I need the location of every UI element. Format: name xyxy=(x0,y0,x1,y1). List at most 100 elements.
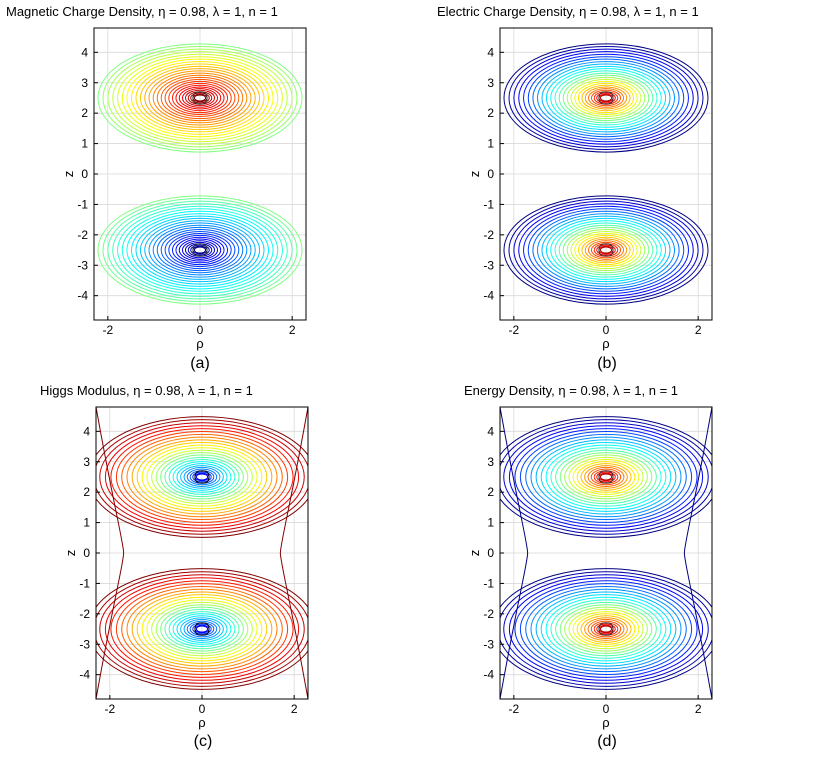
contour-level xyxy=(190,244,210,256)
contour-level xyxy=(590,241,622,259)
contour-level xyxy=(96,419,308,535)
contour-core xyxy=(194,470,210,484)
x-tick-label: 0 xyxy=(199,702,206,716)
y-tick-label: -4 xyxy=(483,668,494,682)
contour-level xyxy=(156,226,244,274)
contour-level xyxy=(500,571,712,687)
contour-level xyxy=(168,611,236,647)
contour-level xyxy=(172,461,232,493)
contour-level xyxy=(527,56,685,140)
contour-level xyxy=(130,213,270,287)
contour-level xyxy=(555,449,657,505)
chart-title: Higgs Modulus, η = 0.98, λ = 1, n = 1 xyxy=(40,383,253,398)
grid xyxy=(500,407,712,699)
contour-level xyxy=(115,583,289,675)
y-tick-label: 2 xyxy=(83,485,90,499)
contour-core xyxy=(598,243,614,257)
contour-core xyxy=(192,91,208,105)
contour-level xyxy=(590,89,622,107)
contour-level xyxy=(121,208,279,292)
contour-level xyxy=(596,471,616,483)
contour-level xyxy=(178,86,222,110)
contour-level xyxy=(576,461,636,493)
contour-level xyxy=(104,425,300,529)
contour-level xyxy=(572,459,640,495)
contour-level xyxy=(566,228,646,272)
contour-level xyxy=(175,236,225,264)
contour-level xyxy=(184,241,216,259)
contour-level xyxy=(500,407,529,699)
contour-level xyxy=(599,246,613,254)
y-axis-label: z xyxy=(61,171,76,178)
x-tick-label: -2 xyxy=(102,323,113,337)
contour-level xyxy=(532,58,680,138)
y-tick-label: 0 xyxy=(487,167,494,181)
contour-level xyxy=(175,84,225,112)
contour-level xyxy=(581,84,631,112)
contour-level xyxy=(536,61,676,135)
y-tick-label: -3 xyxy=(77,258,88,272)
contour-level xyxy=(121,56,279,140)
contour-level xyxy=(107,48,293,148)
y-tick-label: -4 xyxy=(79,668,90,682)
contour-level xyxy=(683,407,712,699)
chart-title: Magnetic Charge Density, η = 0.98, λ = 1… xyxy=(6,4,278,19)
contour-level xyxy=(186,620,218,638)
y-tick-label: -1 xyxy=(483,576,494,590)
contour-level xyxy=(550,447,662,507)
contour-level xyxy=(513,48,699,148)
contour-level xyxy=(503,574,709,684)
contour-level xyxy=(195,625,209,633)
contour-level xyxy=(530,436,682,518)
contour-level xyxy=(171,82,229,114)
x-axis-label: ρ xyxy=(602,715,609,730)
contour-core xyxy=(598,470,614,484)
contour-level xyxy=(186,468,218,486)
y-tick-label: 0 xyxy=(487,546,494,560)
contour-level xyxy=(584,86,628,110)
contour-level xyxy=(570,78,642,117)
contour-level xyxy=(584,238,628,262)
contour-level xyxy=(562,74,650,122)
contour-level xyxy=(126,58,274,138)
y-tick-label: 4 xyxy=(83,424,90,438)
y-tick-label: 1 xyxy=(487,516,494,530)
contour-level xyxy=(279,407,308,699)
contour-plot-a: -2 0 2 -4 -3 -2 -1 0 1 2 3 4 ρ z xyxy=(61,27,307,351)
contour-level xyxy=(574,233,638,268)
contour-level xyxy=(508,198,704,303)
contour-level xyxy=(160,606,244,652)
contour-level xyxy=(550,220,662,280)
contour-level xyxy=(136,594,268,664)
chart-title: Electric Charge Density, η = 0.98, λ = 1… xyxy=(437,4,699,19)
contour-level xyxy=(110,580,294,678)
x-tick-label: 2 xyxy=(291,702,298,716)
y-tick-label: 4 xyxy=(487,424,494,438)
y-tick-label: 3 xyxy=(487,455,494,469)
contour-plot-b: -2 0 2 -4 -3 -2 -1 0 1 2 3 4 ρ z xyxy=(467,27,713,351)
contour-level xyxy=(562,226,650,274)
contour-level xyxy=(568,608,644,650)
subfigure-label: (c) xyxy=(193,733,213,750)
contour-level xyxy=(181,240,219,260)
contour-level xyxy=(596,623,616,635)
contour-level xyxy=(545,217,667,283)
contour-level xyxy=(523,205,689,295)
contour-plot-d: -2 0 2 -4 -3 -2 -1 0 1 2 3 4 ρ z xyxy=(467,406,713,730)
contour-level xyxy=(126,210,274,290)
contour-level xyxy=(590,620,622,638)
contour-level xyxy=(525,585,687,673)
y-tick-label: -3 xyxy=(483,637,494,651)
contour-level xyxy=(192,471,212,483)
contour-level xyxy=(519,583,693,675)
contour-level xyxy=(130,61,270,135)
contour-level xyxy=(160,454,244,500)
subfigure-label: (a) xyxy=(190,355,210,372)
y-tick-label: 3 xyxy=(81,76,88,90)
contour-level xyxy=(117,53,283,143)
contour-level xyxy=(536,213,676,287)
contour-level xyxy=(550,599,662,659)
contour-level xyxy=(500,568,712,690)
contour-level xyxy=(146,599,258,659)
y-tick-label: 1 xyxy=(487,137,494,151)
